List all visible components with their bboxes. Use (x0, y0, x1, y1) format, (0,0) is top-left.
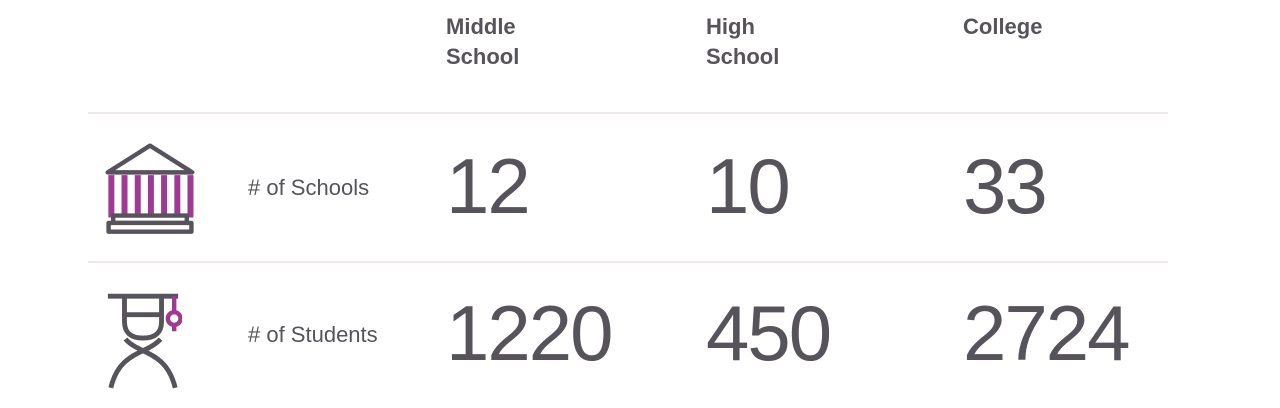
col-header-label: High School (706, 14, 780, 69)
row-divider (88, 112, 1168, 114)
col-header-label: College (963, 14, 1043, 39)
value-schools-college: 33 (963, 141, 1048, 230)
row-icon-cell (104, 113, 248, 262)
row-label: # of Schools (248, 174, 370, 200)
header-spacer-label (248, 0, 446, 113)
value-students-college: 2724 (963, 289, 1131, 377)
value-schools-middle-school: 12 (446, 141, 531, 230)
col-header-label: Middle School (446, 14, 520, 69)
row-divider (88, 261, 1168, 263)
header-spacer-icon (104, 0, 248, 113)
school-building-icon (105, 142, 195, 234)
col-header-middle-school: Middle School (446, 0, 706, 113)
col-header-college: College (963, 0, 1280, 113)
col-header-high-school: High School (706, 0, 963, 113)
value-students-high-school: 450 (706, 289, 832, 377)
value-schools-high-school: 10 (706, 141, 791, 230)
value-students-middle-school: 1220 (446, 289, 614, 377)
row-label: # of Students (248, 322, 378, 347)
graduate-icon (107, 293, 182, 389)
row-label-cell: # of Students (248, 262, 446, 408)
row-icon-cell (104, 262, 248, 408)
row-label-cell: # of Schools (248, 113, 446, 262)
